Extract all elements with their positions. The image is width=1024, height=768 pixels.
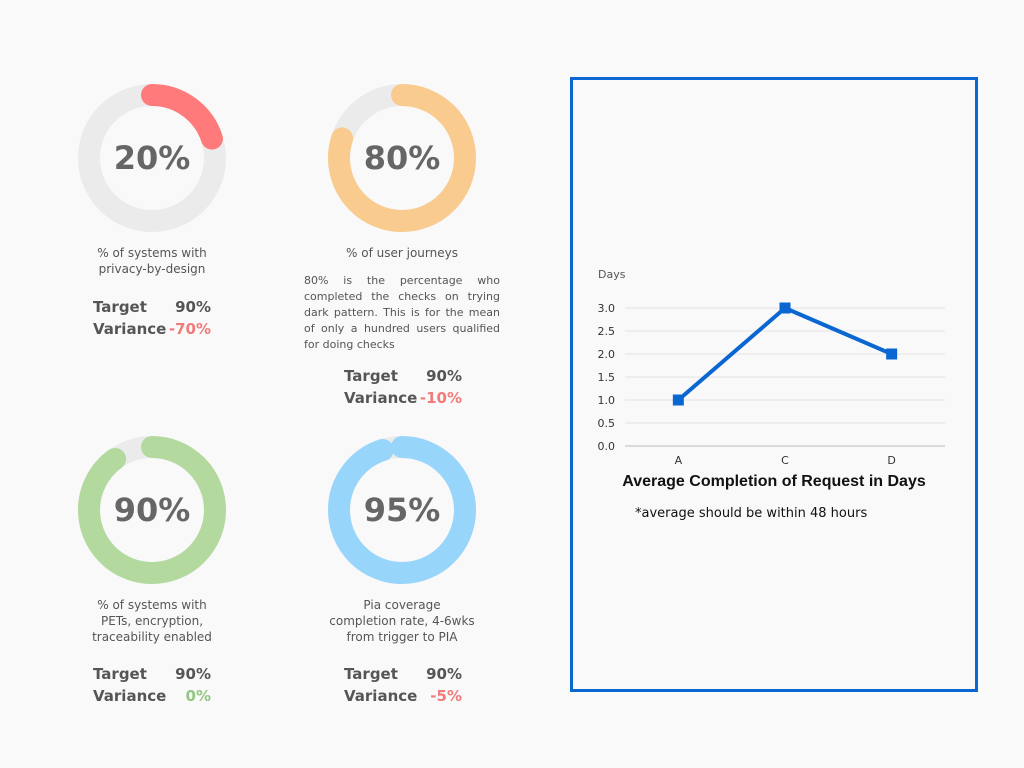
y-tick-label: 1.5 [598, 371, 616, 384]
target-value: 90% [175, 665, 211, 683]
chart-panel: Days 0.0 0.5 1.0 1.5 2.0 2.5 3.0 A C D Average Co… [570, 77, 978, 692]
donut-progress-arc [78, 84, 226, 232]
caption-line: from trigger to PIA [346, 630, 458, 644]
caption-line: completion rate, 4-6wks [329, 614, 475, 628]
donut-progress-arc [328, 436, 476, 584]
kpi-ring-pia-coverage: 95% [327, 435, 477, 585]
y-tick-label: 1.0 [598, 394, 616, 407]
variance-value: 0% [185, 687, 211, 705]
target-variance: Target 90% Variance -70% [93, 296, 213, 340]
chart-note: *average should be within 48 hours [635, 506, 868, 521]
target-variance: Target 90% Variance -5% [344, 663, 464, 707]
chart-title: Average Completion of Request in Days [622, 473, 926, 490]
x-tick-label: A [675, 454, 683, 467]
data-point [779, 302, 791, 314]
donut-progress-arc [328, 84, 476, 232]
target-label: Target [344, 665, 398, 683]
kpi-value: 20% [113, 139, 191, 177]
line-chart: 0.0 0.5 1.0 1.5 2.0 2.5 3.0 A C D [598, 302, 945, 467]
y-axis-label: Days [598, 268, 626, 281]
variance-value: -10% [419, 389, 462, 407]
donut-chart [78, 436, 226, 584]
variance-label: Variance [93, 687, 167, 705]
caption-line: % of user journeys [346, 246, 458, 260]
data-point [672, 394, 684, 406]
kpi-caption: % of systems with PETs, encryption, trac… [52, 597, 252, 645]
variance-value: -70% [168, 320, 211, 338]
caption-line: traceability enabled [92, 630, 212, 644]
caption-line: % of systems with [97, 246, 207, 260]
target-value: 90% [175, 298, 211, 316]
kpi-caption: % of user journeys [302, 245, 502, 261]
x-tick-label: D [887, 454, 895, 467]
y-tick-label: 0.5 [598, 417, 616, 430]
kpi-ring-pets-encryption: 90% [77, 435, 227, 585]
donut-chart [328, 84, 476, 232]
x-tick-label: C [781, 454, 789, 467]
variance-label: Variance [344, 687, 418, 705]
kpi-value: 90% [113, 491, 191, 529]
caption-line: % of systems with [97, 598, 207, 612]
donut-chart [78, 84, 226, 232]
kpi-value: 95% [363, 491, 441, 529]
target-label: Target [93, 298, 147, 316]
y-tick-label: 0.0 [598, 440, 616, 453]
target-label: Target [344, 367, 398, 385]
kpi-caption: % of systems with privacy-by-design [52, 245, 252, 277]
y-tick-label: 2.0 [598, 348, 616, 361]
kpi-caption: Pia coverage completion rate, 4-6wks fro… [302, 597, 502, 645]
kpi-ring-user-journeys: 80% [327, 83, 477, 233]
target-value: 90% [426, 665, 462, 683]
variance-label: Variance [93, 320, 167, 338]
donut-chart [328, 436, 476, 584]
y-tick-label: 3.0 [598, 302, 616, 315]
target-variance: Target 90% Variance -10% [344, 365, 464, 409]
kpi-value: 80% [363, 139, 441, 177]
kpi-description: 80% is the percentage who completed the … [304, 274, 500, 351]
y-tick-label: 2.5 [598, 325, 616, 338]
target-label: Target [93, 665, 147, 683]
target-variance: Target 90% Variance 0% [93, 663, 213, 707]
variance-label: Variance [344, 389, 418, 407]
caption-line: Pia coverage [363, 598, 441, 612]
data-point [886, 348, 898, 360]
variance-value: -5% [430, 687, 462, 705]
kpi-ring-privacy-by-design: 20% [77, 83, 227, 233]
target-value: 90% [426, 367, 462, 385]
caption-line: privacy-by-design [98, 262, 206, 276]
caption-line: PETs, encryption, [100, 614, 204, 628]
donut-progress-arc [78, 436, 226, 584]
